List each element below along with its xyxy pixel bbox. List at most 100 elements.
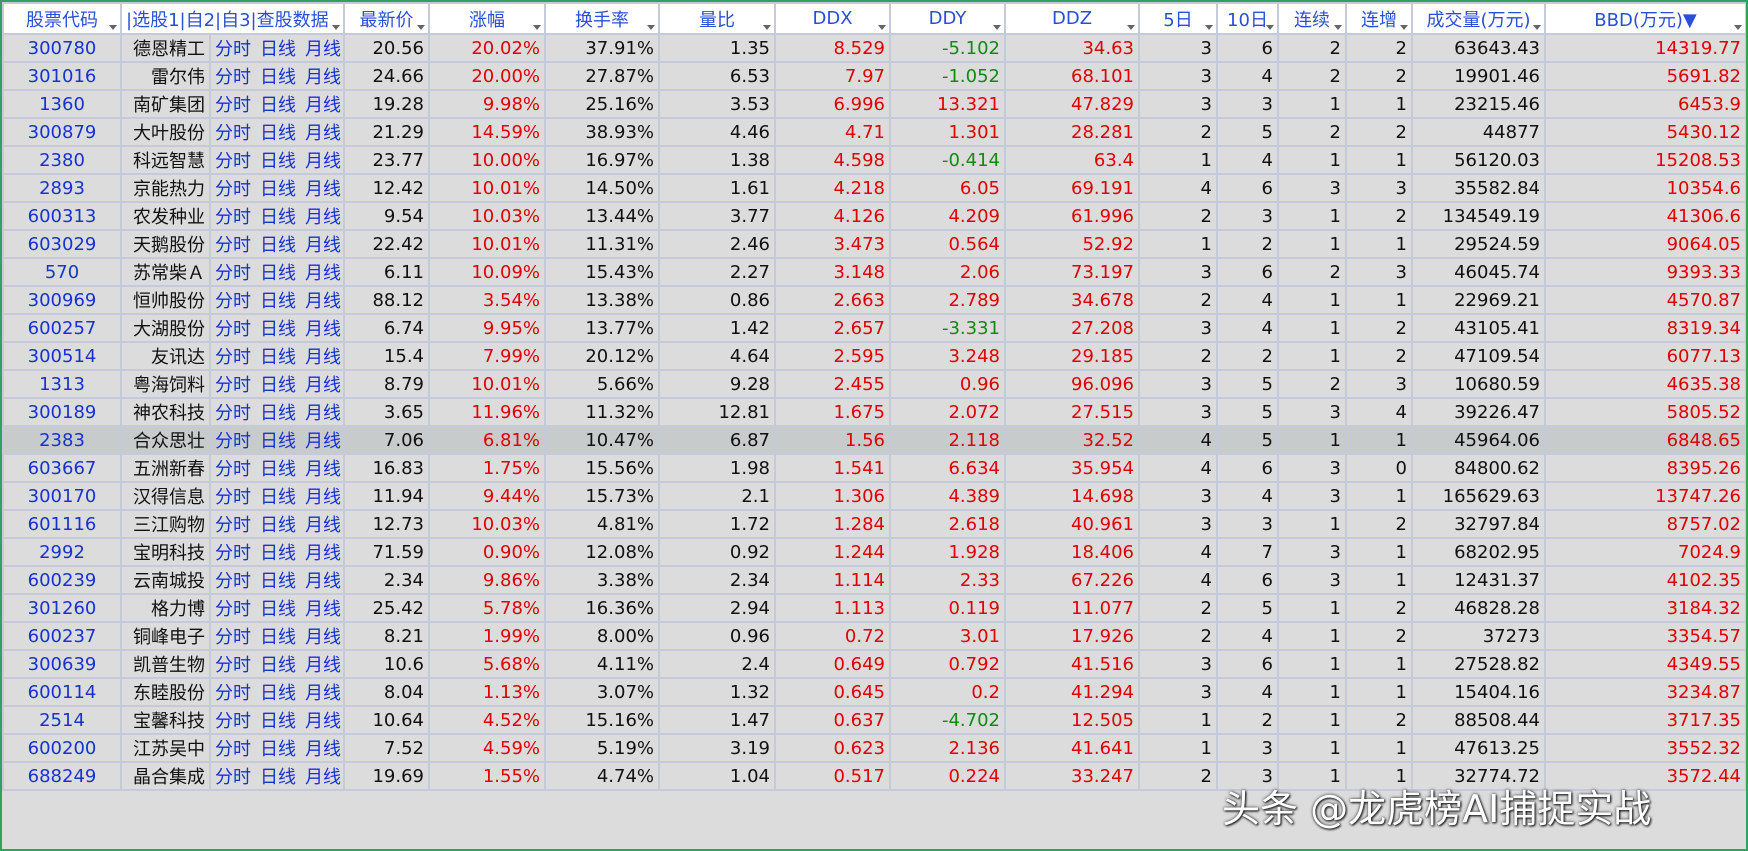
chart-link[interactable]: 月线 xyxy=(305,347,341,368)
chart-link[interactable]: 分时 xyxy=(215,235,251,256)
chart-link[interactable]: 月线 xyxy=(305,627,341,648)
chart-link[interactable]: 分时 xyxy=(215,347,251,368)
chart-link[interactable]: 日线 xyxy=(260,403,296,424)
stock-row[interactable]: 301260 格力博 分时 日线 月线 25.42 5.78% 16.36% 2.94 1.113… xyxy=(2,593,1746,623)
stock-row[interactable]: 600239 云南城投 分时 日线 月线 2.34 9.86% 3.38% 2.34 1.114 2… xyxy=(2,565,1746,595)
chart-link[interactable]: 月线 xyxy=(305,319,341,340)
stock-row[interactable]: 2380 科远智慧 分时 日线 月线 23.77 10.00% 16.97% 1.38 4.598… xyxy=(2,145,1746,175)
filter-arrow[interactable] xyxy=(533,25,541,30)
chart-link[interactable]: 月线 xyxy=(305,375,341,396)
chart-link[interactable]: 分时 xyxy=(215,67,251,88)
chart-link[interactable]: 月线 xyxy=(305,291,341,312)
column-header[interactable]: 10日 xyxy=(1216,2,1279,35)
chart-link[interactable]: 月线 xyxy=(305,599,341,620)
chart-link[interactable]: 日线 xyxy=(260,655,296,676)
chart-link[interactable]: 月线 xyxy=(305,515,341,536)
chart-link[interactable]: 月线 xyxy=(305,179,341,200)
chart-link[interactable]: 日线 xyxy=(260,739,296,760)
stock-row[interactable]: 570 苏常柴Ａ 分时 日线 月线 6.11 10.09% 15.43% 2.27 3.148 2.… xyxy=(2,257,1746,287)
chart-link[interactable]: 月线 xyxy=(305,403,341,424)
stock-row[interactable]: 600313 农发种业 分时 日线 月线 9.54 10.03% 13.44% 3.77 4.12… xyxy=(2,201,1746,231)
filter-arrow[interactable] xyxy=(878,25,886,30)
chart-link[interactable]: 分时 xyxy=(215,179,251,200)
chart-link[interactable]: 月线 xyxy=(305,459,341,480)
chart-link[interactable]: 日线 xyxy=(260,459,296,480)
column-header[interactable]: 连续 xyxy=(1277,2,1347,35)
filter-arrow[interactable] xyxy=(1205,25,1213,30)
chart-link[interactable]: 日线 xyxy=(260,347,296,368)
chart-link[interactable]: 月线 xyxy=(305,67,341,88)
chart-link[interactable]: 分时 xyxy=(215,151,251,172)
column-header[interactable]: 最新价 xyxy=(343,2,430,35)
column-header[interactable]: 5日 xyxy=(1138,2,1218,35)
stock-row[interactable]: 600237 铜峰电子 分时 日线 月线 8.21 1.99% 8.00% 0.96 0.72 3.… xyxy=(2,621,1746,651)
chart-link[interactable]: 日线 xyxy=(260,123,296,144)
filter-arrow[interactable] xyxy=(1334,25,1342,30)
column-header[interactable]: 量比 xyxy=(658,2,776,35)
stock-row[interactable]: 300969 恒帅股份 分时 日线 月线 88.12 3.54% 13.38% 0.86 2.66… xyxy=(2,285,1746,315)
column-header[interactable]: 涨幅 xyxy=(428,2,546,35)
chart-link[interactable]: 日线 xyxy=(260,151,296,172)
chart-link[interactable]: 月线 xyxy=(305,655,341,676)
stock-row[interactable]: 300514 友讯达 分时 日线 月线 15.4 7.99% 20.12% 4.64 2.595 3… xyxy=(2,341,1746,371)
chart-link[interactable]: 分时 xyxy=(215,711,251,732)
chart-link[interactable]: 日线 xyxy=(260,235,296,256)
chart-link[interactable]: 日线 xyxy=(260,95,296,116)
chart-link[interactable]: 月线 xyxy=(305,543,341,564)
chart-link[interactable]: 日线 xyxy=(260,543,296,564)
chart-link[interactable]: 分时 xyxy=(215,95,251,116)
filter-arrow[interactable] xyxy=(763,25,771,30)
stock-row[interactable]: 600257 大湖股份 分时 日线 月线 6.74 9.95% 13.77% 1.42 2.657… xyxy=(2,313,1746,343)
chart-link[interactable]: 分时 xyxy=(215,599,251,620)
chart-link[interactable]: 月线 xyxy=(305,263,341,284)
chart-link[interactable]: 月线 xyxy=(305,151,341,172)
stock-row[interactable]: 301016 雷尔伟 分时 日线 月线 24.66 20.00% 27.87% 6.53 7.97… xyxy=(2,61,1746,91)
column-header[interactable]: 股票代码 xyxy=(2,2,122,35)
column-header[interactable]: 连增 xyxy=(1345,2,1413,35)
chart-link[interactable]: 日线 xyxy=(260,67,296,88)
filter-arrow[interactable] xyxy=(1734,25,1742,30)
chart-link[interactable]: 分时 xyxy=(215,123,251,144)
column-header[interactable]: DDX xyxy=(774,2,891,35)
chart-link[interactable]: 分时 xyxy=(215,767,251,788)
stock-row[interactable]: 600114 东睦股份 分时 日线 月线 8.04 1.13% 3.07% 1.32 0.645 0… xyxy=(2,677,1746,707)
column-header[interactable]: |选股1|自2|自3|查股数据 xyxy=(120,2,345,35)
filter-arrow[interactable] xyxy=(417,25,425,30)
stock-row[interactable]: 1313 粤海饲料 分时 日线 月线 8.79 10.01% 5.66% 9.28 2.455 0.… xyxy=(2,369,1746,399)
stock-row[interactable]: 688249 晶合集成 分时 日线 月线 19.69 1.55% 4.74% 1.04 0.517… xyxy=(2,761,1746,791)
stock-row[interactable]: 2383 合众思壮 分时 日线 月线 7.06 6.81% 10.47% 6.87 1.56 2.1… xyxy=(2,425,1746,455)
chart-link[interactable]: 分时 xyxy=(215,431,251,452)
stock-row[interactable]: 300189 神农科技 分时 日线 月线 3.65 11.96% 11.32% 12.81 1.6… xyxy=(2,397,1746,427)
chart-link[interactable]: 月线 xyxy=(305,431,341,452)
stock-row[interactable]: 603029 天鹅股份 分时 日线 月线 22.42 10.01% 11.31% 2.46 3.4… xyxy=(2,229,1746,259)
stock-row[interactable]: 603667 五洲新春 分时 日线 月线 16.83 1.75% 15.56% 1.98 1.54… xyxy=(2,453,1746,483)
chart-link[interactable]: 月线 xyxy=(305,95,341,116)
chart-link[interactable]: 分时 xyxy=(215,291,251,312)
chart-link[interactable]: 月线 xyxy=(305,683,341,704)
chart-link[interactable]: 分时 xyxy=(215,487,251,508)
chart-link[interactable]: 分时 xyxy=(215,571,251,592)
chart-link[interactable]: 分时 xyxy=(215,263,251,284)
chart-link[interactable]: 日线 xyxy=(260,683,296,704)
stock-row[interactable]: 2514 宝馨科技 分时 日线 月线 10.64 4.52% 15.16% 1.47 0.637-… xyxy=(2,705,1746,735)
filter-arrow[interactable] xyxy=(1533,25,1541,30)
chart-link[interactable]: 日线 xyxy=(260,571,296,592)
stock-row[interactable]: 2992 宝明科技 分时 日线 月线 71.59 0.90% 12.08% 0.92 1.244 1… xyxy=(2,537,1746,567)
chart-link[interactable]: 日线 xyxy=(260,291,296,312)
stock-row[interactable]: 2893 京能热力 分时 日线 月线 12.42 10.01% 14.50% 1.61 4.218… xyxy=(2,173,1746,203)
stock-row[interactable]: 300879 大叶股份 分时 日线 月线 21.29 14.59% 38.93% 4.46 4.7… xyxy=(2,117,1746,147)
chart-link[interactable]: 日线 xyxy=(260,515,296,536)
column-header[interactable]: BBD(万元)▼ xyxy=(1544,2,1746,35)
chart-link[interactable]: 月线 xyxy=(305,235,341,256)
chart-link[interactable]: 月线 xyxy=(305,739,341,760)
chart-link[interactable]: 日线 xyxy=(260,627,296,648)
chart-link[interactable]: 日线 xyxy=(260,711,296,732)
stock-row[interactable]: 601116 三江购物 分时 日线 月线 12.73 10.03% 4.81% 1.72 1.28… xyxy=(2,509,1746,539)
chart-link[interactable]: 日线 xyxy=(260,431,296,452)
column-header[interactable]: 换手率 xyxy=(544,2,660,35)
chart-link[interactable]: 分时 xyxy=(215,375,251,396)
chart-link[interactable]: 分时 xyxy=(215,627,251,648)
chart-link[interactable]: 分时 xyxy=(215,319,251,340)
chart-link[interactable]: 分时 xyxy=(215,655,251,676)
chart-link[interactable]: 分时 xyxy=(215,683,251,704)
